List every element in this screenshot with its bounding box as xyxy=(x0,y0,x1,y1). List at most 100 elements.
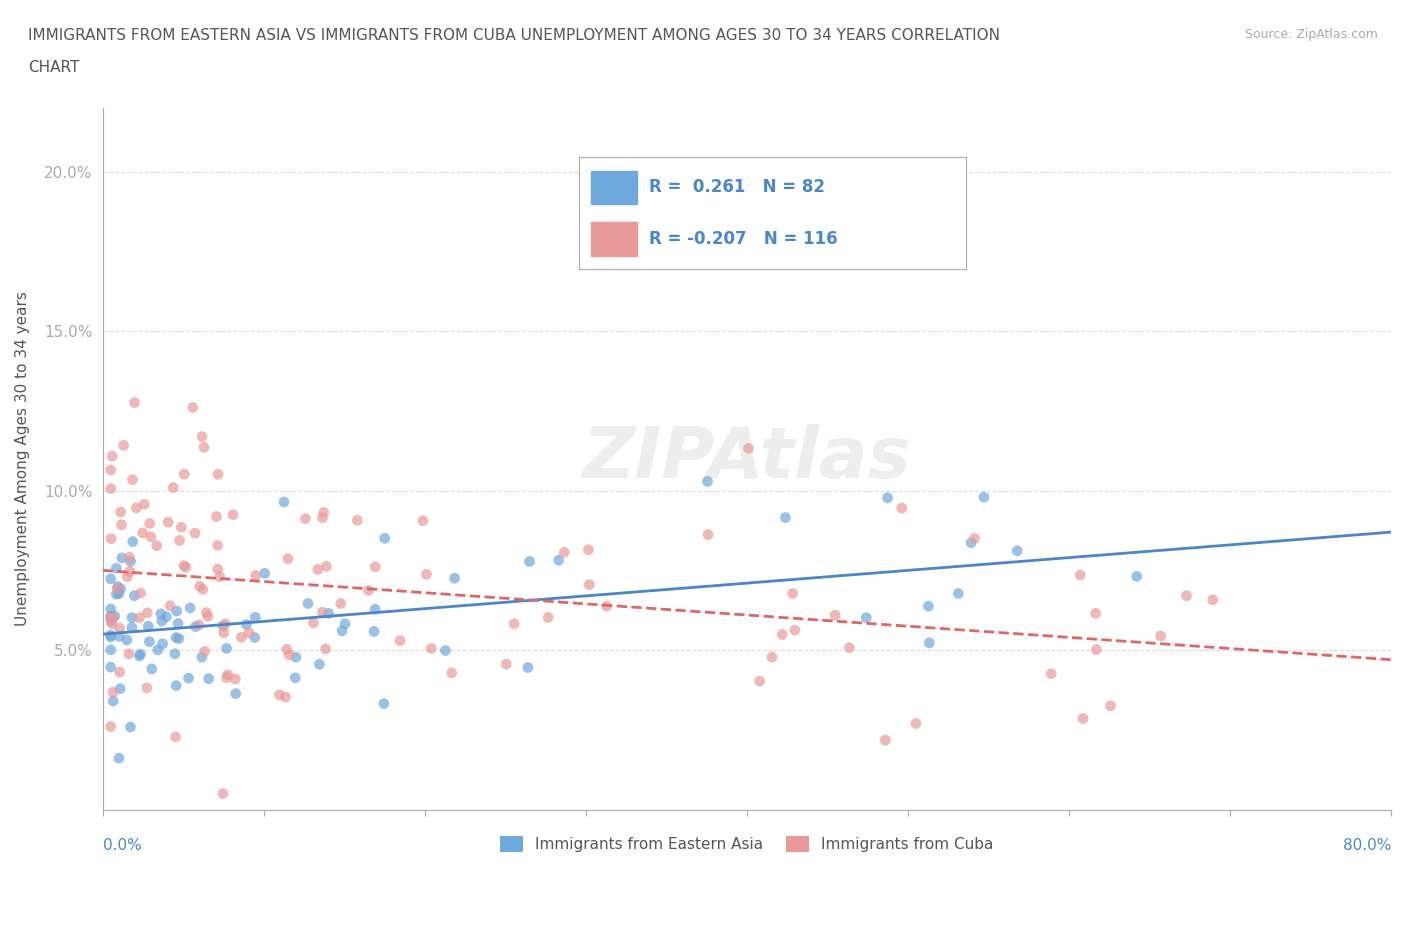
Point xyxy=(207,467,229,482)
Point xyxy=(108,665,131,680)
Point xyxy=(177,671,200,685)
Point xyxy=(311,511,333,525)
Point xyxy=(110,517,132,532)
Point xyxy=(503,617,526,631)
Point xyxy=(105,581,128,596)
Point xyxy=(101,448,124,463)
Point xyxy=(128,648,150,663)
Text: CHART: CHART xyxy=(28,60,80,75)
Point xyxy=(108,620,131,635)
Point xyxy=(101,611,124,626)
Point xyxy=(146,643,169,658)
Point xyxy=(128,610,150,625)
Point xyxy=(277,551,299,566)
Point xyxy=(100,462,122,477)
Point xyxy=(737,441,759,456)
Point xyxy=(284,671,307,685)
Point xyxy=(100,609,122,624)
Point xyxy=(100,531,122,546)
Point xyxy=(231,630,253,644)
Point xyxy=(136,605,159,620)
Point xyxy=(307,562,329,577)
Point xyxy=(211,618,233,633)
Point xyxy=(136,681,159,696)
Point xyxy=(1126,569,1149,584)
Point xyxy=(184,619,207,634)
Point xyxy=(212,625,235,640)
Point xyxy=(824,607,846,622)
Point xyxy=(761,650,783,665)
Point xyxy=(1071,711,1094,726)
Point xyxy=(166,604,188,618)
Point xyxy=(134,497,156,512)
Point xyxy=(159,598,181,613)
Point xyxy=(225,686,247,701)
Point xyxy=(516,660,538,675)
Point xyxy=(115,569,138,584)
Point xyxy=(108,629,131,644)
Point xyxy=(195,605,218,620)
Text: IMMIGRANTS FROM EASTERN ASIA VS IMMIGRANTS FROM CUBA UNEMPLOYMENT AMONG AGES 30 : IMMIGRANTS FROM EASTERN ASIA VS IMMIGRAN… xyxy=(28,28,1000,43)
Point xyxy=(1005,543,1028,558)
Point xyxy=(100,719,122,734)
Point xyxy=(278,647,301,662)
Point xyxy=(697,527,720,542)
Point xyxy=(696,474,718,489)
Point xyxy=(917,599,939,614)
Point xyxy=(948,586,970,601)
Point xyxy=(495,657,517,671)
Point xyxy=(1202,592,1225,607)
Point xyxy=(194,644,217,658)
Point xyxy=(215,671,238,685)
Point xyxy=(193,440,215,455)
Point xyxy=(139,529,162,544)
Point xyxy=(167,616,190,631)
Point xyxy=(150,614,173,629)
Point xyxy=(1084,606,1107,621)
Point xyxy=(101,684,124,699)
Point xyxy=(165,678,187,693)
Point xyxy=(245,568,267,583)
Point xyxy=(100,571,122,586)
Point xyxy=(170,520,193,535)
Point xyxy=(100,643,122,658)
Point xyxy=(163,646,186,661)
Point xyxy=(208,569,231,584)
Point xyxy=(364,560,387,575)
Point xyxy=(963,531,986,546)
Point xyxy=(138,516,160,531)
Point xyxy=(269,687,291,702)
Point xyxy=(191,582,214,597)
Point xyxy=(100,614,122,629)
Point xyxy=(184,525,207,540)
Point xyxy=(157,514,180,529)
Point xyxy=(121,534,143,549)
Point xyxy=(553,545,575,560)
Point xyxy=(118,646,141,661)
Point xyxy=(188,618,211,632)
Point xyxy=(838,641,860,656)
Point xyxy=(876,490,898,505)
Point xyxy=(748,673,770,688)
Point xyxy=(243,631,266,645)
Point xyxy=(100,610,122,625)
Point xyxy=(121,620,143,635)
Point xyxy=(415,567,437,582)
Point xyxy=(363,624,385,639)
Point xyxy=(165,631,187,645)
Point xyxy=(152,636,174,651)
Point xyxy=(181,400,204,415)
Point xyxy=(100,481,122,496)
Point xyxy=(273,495,295,510)
Point xyxy=(169,533,191,548)
Point xyxy=(875,733,897,748)
Point xyxy=(918,635,941,650)
Point xyxy=(312,505,335,520)
Point xyxy=(124,589,146,604)
Point xyxy=(770,627,793,642)
Y-axis label: Unemployment Among Ages 30 to 34 years: Unemployment Among Ages 30 to 34 years xyxy=(15,291,30,626)
Point xyxy=(238,625,260,640)
Point xyxy=(973,490,995,505)
Point xyxy=(1040,666,1063,681)
Point xyxy=(118,550,141,565)
